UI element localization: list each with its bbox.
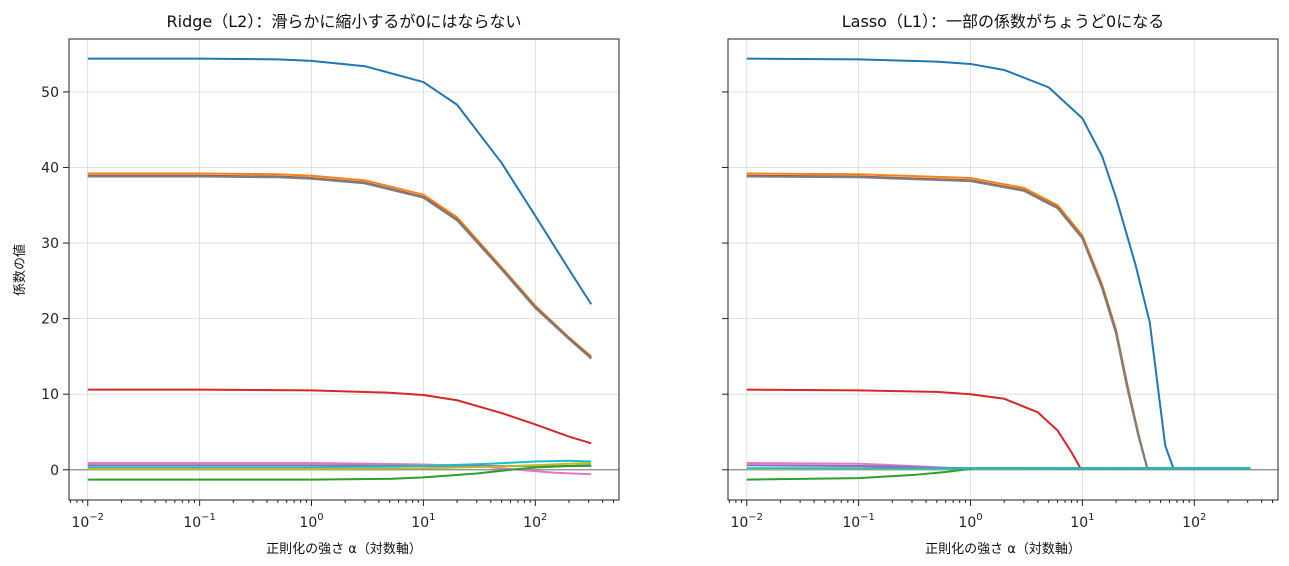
x-axis-label: 正則化の強さ α（対数軸）: [925, 542, 1081, 557]
series-line-4: [746, 388, 1251, 470]
x-axis-label: 正則化の強さ α（対数軸）: [266, 542, 422, 557]
series-line-0: [87, 57, 593, 305]
series-line-0: [746, 57, 1251, 470]
y-tick-label: 10: [41, 387, 59, 403]
y-axis-label: 係数の値: [12, 244, 28, 296]
ridge-chart: Ridge（L2）：滑らかに縮小するが0にはならない 10−2 10−1 100 10…: [12, 12, 620, 557]
series-line-8: [87, 461, 592, 471]
series-line-1: [87, 172, 592, 358]
x-tick-label: 102: [1182, 512, 1206, 531]
grid-lines: [69, 39, 619, 500]
series-line-2: [87, 174, 592, 359]
series-line-3: [746, 175, 1251, 470]
y-tick-label: 30: [41, 236, 59, 252]
y-tick-label: 40: [41, 160, 59, 176]
plot-frame: [68, 38, 620, 501]
lasso-chart: Lasso（L1）：一部の係数がちょうど0になる 10−2 10−1 100 101 1…: [722, 12, 1279, 557]
series-line-9: [87, 464, 592, 481]
y-tick-label: 50: [41, 85, 59, 101]
x-tick-label: 100: [299, 512, 323, 531]
chart-title: Lasso（L1）：一部の係数がちょうど0になる: [842, 12, 1164, 31]
plot-frame: [727, 38, 1279, 501]
x-tick-label: 102: [523, 512, 547, 531]
y-tick-label: 20: [41, 312, 59, 328]
series-lines: [87, 57, 593, 481]
x-tick-label: 101: [411, 512, 435, 531]
series-lines: [746, 57, 1251, 481]
series-line-4: [87, 388, 592, 445]
series-line-2: [746, 174, 1251, 470]
chart-title: Ridge（L2）：滑らかに縮小するが0にはならない: [167, 12, 522, 31]
series-line-1: [746, 172, 1251, 470]
y-tick-label: 0: [50, 463, 59, 479]
x-tick-label: 10−1: [183, 512, 216, 531]
axis-ticks: 10−2 10−1 100 101 102: [722, 91, 1273, 531]
grid-lines: [728, 39, 1278, 500]
x-tick-label: 101: [1070, 512, 1094, 531]
series-line-7: [87, 459, 592, 469]
x-tick-label: 10−2: [730, 512, 763, 531]
series-line-3: [87, 175, 592, 360]
x-tick-label: 10−2: [71, 512, 104, 531]
x-tick-label: 10−1: [842, 512, 875, 531]
x-tick-label: 100: [958, 512, 982, 531]
